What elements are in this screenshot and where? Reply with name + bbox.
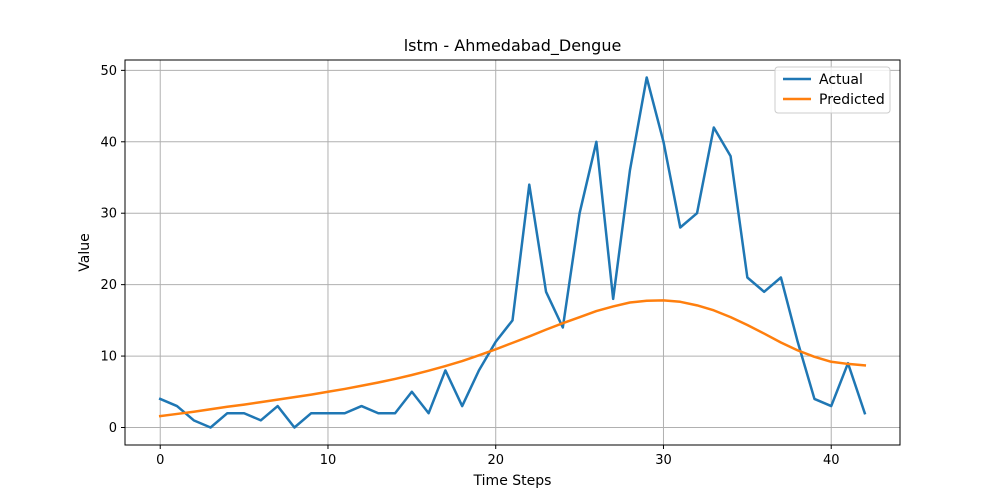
ticks: 0 10 20 30 40 0 10 20 30 40 50 [100,64,839,468]
y-axis-label: Value [77,233,93,271]
y-tick-label: 10 [100,350,117,365]
x-tick-label: 30 [655,453,672,468]
legend: Actual Predicted [774,66,891,114]
x-axis-label: Time Steps [473,473,552,489]
series-line-actual [158,76,867,429]
y-tick-label: 30 [100,207,117,222]
plot-frame [124,59,901,446]
grid [125,60,900,445]
x-tick-label: 0 [156,453,164,468]
x-tick-label: 40 [823,453,840,468]
series-line-predicted [158,299,867,418]
plot-lines [158,76,867,429]
y-tick-label: 20 [100,278,117,293]
legend-label: Predicted [819,92,885,108]
y-tick-label: 40 [100,135,117,150]
y-tick-label: 0 [109,421,117,436]
x-tick-label: 10 [320,453,337,468]
chart-title: lstm - Ahmedabad_Dengue [404,36,622,56]
x-tick-label: 20 [487,453,504,468]
y-tick-label: 50 [100,64,117,79]
legend-label: Actual [819,72,863,88]
